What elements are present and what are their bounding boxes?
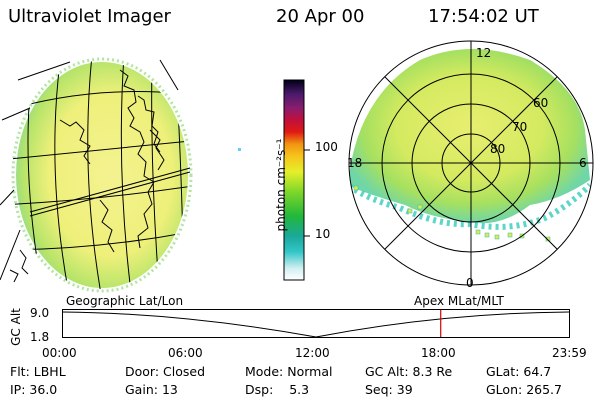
status-mode: Mode: Normal [245, 364, 333, 379]
status-seq: Seq: 39 [365, 382, 413, 397]
altitude-curve [61, 311, 570, 338]
lat-label-70: 70 [512, 120, 528, 134]
lat-label-60: 60 [533, 96, 549, 110]
timeline-y-min: 1.8 [30, 330, 50, 344]
status-gc-alt: GC Alt: 8.3 Re [365, 364, 453, 379]
timeline-left-title: Geographic Lat/Lon [66, 294, 184, 308]
intensity-colorbar [283, 79, 310, 281]
status-door: Door: Closed [125, 364, 206, 379]
timeline-axis-title: GC Alt [9, 308, 23, 346]
date-label: 20 Apr 00 [276, 6, 365, 27]
status-gain: Gain: 13 [125, 382, 178, 397]
status-dsp: Dsp: 5.3 [245, 382, 310, 397]
globe-emission-disk [16, 62, 188, 288]
timeline-x-0600: 06:00 [168, 346, 203, 360]
status-glat: GLat: 64.7 [486, 364, 552, 379]
mlt-label-12: 12 [476, 46, 492, 60]
time-label: 17:54:02 UT [428, 6, 539, 27]
colorbar-tick-10: 10 [315, 227, 331, 241]
colorbar-tick-100: 100 [315, 140, 338, 154]
timeline-x-1200: 12:00 [295, 346, 330, 360]
status-ip: IP: 36.0 [10, 382, 58, 397]
imager-title: Ultraviolet Imager [8, 6, 171, 27]
polar-grid [348, 40, 594, 286]
timeline-right-title: Apex MLat/MLT [414, 294, 504, 308]
mlt-label-18: 18 [347, 156, 363, 170]
mlt-label-0: 0 [466, 276, 474, 290]
polar-aurora-emission [349, 49, 590, 224]
timeline-x-0000: 00:00 [42, 346, 77, 360]
lat-label-80: 80 [490, 142, 506, 156]
status-filter: Flt: LBHL [10, 364, 66, 379]
coastline-outline [9, 69, 165, 283]
timeline-x-1800: 18:00 [421, 346, 456, 360]
mlt-label-6: 6 [579, 156, 587, 170]
altitude-timeline-plot [61, 309, 570, 338]
timeline-x-2359: 23:59 [552, 346, 587, 360]
timeline-y-max: 9.0 [30, 306, 50, 320]
status-glon: GLon: 265.7 [486, 382, 562, 397]
